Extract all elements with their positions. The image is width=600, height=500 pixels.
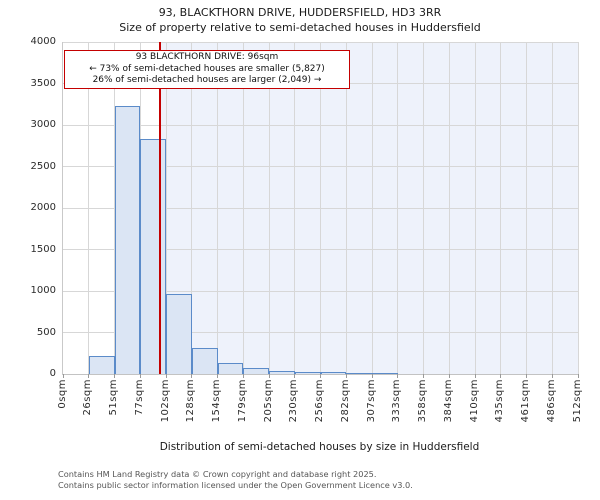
y-tick-label: 2500 (30, 160, 56, 172)
x-tick-mark (165, 374, 167, 378)
y-tick-label: 3000 (30, 119, 56, 130)
chart-title: 93, BLACKTHORN DRIVE, HUDDERSFIELD, HD3 … (158, 6, 442, 19)
x-axis-title: Distribution of semi-detached houses by … (159, 441, 480, 453)
x-tick-mark (500, 374, 502, 378)
x-tick-label: 282sqm (339, 379, 351, 423)
x-tick-label: 384sqm (442, 379, 454, 423)
histogram-bar-77sqm (140, 139, 166, 374)
y-tick-label: 2000 (30, 202, 56, 213)
footer-line-2: Contains public sector information licen… (58, 479, 413, 490)
x-tick-label: 358sqm (417, 379, 428, 423)
footer-line-1: Contains HM Land Registry data © Crown c… (58, 469, 377, 479)
annotation-line-3: 26% of semi-detached houses are larger (… (92, 75, 322, 86)
x-gridline (345, 42, 347, 374)
histogram-bar-282sqm (346, 372, 372, 374)
histogram-bar-230sqm (294, 371, 321, 374)
property-size-line (158, 42, 161, 374)
histogram-bar-26sqm (88, 355, 115, 374)
x-gridline (448, 42, 450, 374)
x-tick-mark (217, 374, 218, 378)
property-annotation-box: 93 BLACKTHORN DRIVE: 96sqm ← 73% of semi… (64, 50, 350, 89)
histogram-bar-307sqm (372, 372, 398, 374)
x-tick-label: 256sqm (314, 379, 325, 423)
x-tick-label: 0sqm (56, 379, 68, 409)
plot-area (62, 41, 579, 378)
x-tick-mark (448, 374, 450, 378)
x-tick-mark (551, 374, 553, 378)
x-tick-label: 51sqm (108, 379, 119, 416)
x-tick-label: 410sqm (468, 379, 480, 423)
x-tick-mark (62, 374, 64, 378)
x-tick-mark (268, 374, 270, 378)
y-tick-label: 1000 (30, 285, 56, 296)
annotation-line-2: ← 73% of semi-detached houses are smalle… (89, 63, 325, 74)
x-tick-mark (88, 374, 90, 378)
y-tick-label: 500 (36, 326, 56, 338)
histogram-bar-179sqm (243, 367, 269, 374)
x-gridline (165, 42, 167, 374)
x-gridline (242, 42, 244, 374)
x-tick-label: 486sqm (545, 379, 557, 423)
chart-subtitle: Size of property relative to semi-detach… (119, 21, 481, 34)
x-gridline (191, 42, 193, 374)
y-tick-label: 0 (49, 368, 56, 379)
x-tick-mark (320, 374, 321, 378)
x-gridline (526, 42, 527, 374)
x-tick-label: 205sqm (262, 379, 274, 423)
x-tick-label: 26sqm (82, 379, 94, 416)
y-tick-label: 4000 (30, 36, 56, 47)
x-tick-label: 102sqm (159, 379, 171, 423)
x-tick-label: 154sqm (211, 379, 222, 423)
x-tick-label: 230sqm (288, 379, 300, 423)
x-tick-mark (423, 374, 424, 378)
x-tick-mark (294, 374, 296, 378)
histogram-bar-128sqm (191, 348, 218, 374)
x-tick-mark (397, 374, 399, 378)
histogram-bar-102sqm (166, 293, 192, 374)
x-gridline (371, 42, 373, 374)
x-tick-mark (114, 374, 115, 378)
x-tick-label: 128sqm (185, 379, 197, 423)
x-tick-mark (474, 374, 476, 378)
x-tick-label: 77sqm (133, 379, 145, 416)
y-tick-label: 3500 (30, 77, 56, 89)
x-tick-mark (345, 374, 347, 378)
chart-title-block: 93, BLACKTHORN DRIVE, HUDDERSFIELD, HD3 … (0, 5, 600, 35)
x-tick-mark (526, 374, 527, 378)
annotation-line-1: 93 BLACKTHORN DRIVE: 96sqm (135, 52, 279, 62)
x-gridline (397, 42, 399, 374)
x-tick-mark (242, 374, 244, 378)
x-gridline (474, 42, 476, 374)
x-tick-label: 333sqm (391, 379, 403, 423)
x-gridline (551, 42, 553, 374)
histogram-bar-256sqm (320, 372, 347, 374)
x-tick-mark (577, 374, 579, 378)
histogram-bar-154sqm (217, 362, 244, 374)
x-tick-label: 179sqm (236, 379, 248, 423)
histogram-bar-205sqm (269, 371, 295, 374)
x-gridline (217, 42, 218, 374)
attribution-footer: Contains HM Land Registry data © Crown c… (58, 469, 413, 490)
x-tick-mark (139, 374, 141, 378)
x-gridline (577, 42, 579, 374)
x-tick-label: 435sqm (494, 379, 506, 423)
x-gridline (294, 42, 296, 374)
x-tick-mark (371, 374, 373, 378)
x-tick-label: 461sqm (520, 379, 531, 423)
x-gridline (423, 42, 424, 374)
x-gridline (268, 42, 270, 374)
x-gridline (500, 42, 502, 374)
y-tick-label: 1500 (30, 243, 56, 255)
x-gridline (88, 42, 90, 374)
x-tick-label: 307sqm (365, 379, 377, 423)
x-tick-label: 512sqm (571, 379, 583, 423)
x-gridline (320, 42, 321, 374)
x-tick-mark (191, 374, 193, 378)
histogram-bar-51sqm (114, 106, 141, 374)
